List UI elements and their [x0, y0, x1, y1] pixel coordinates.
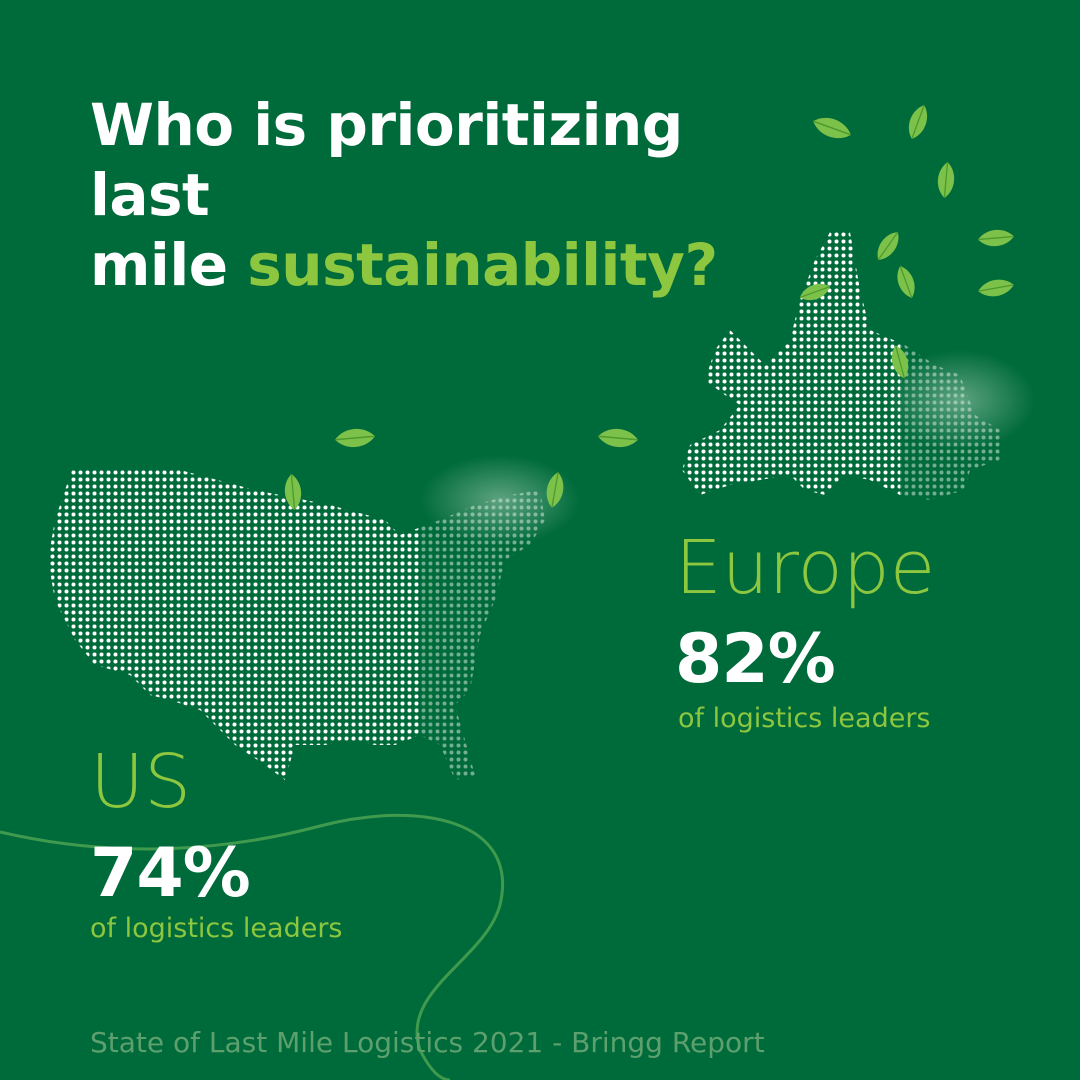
leaf-icon	[333, 426, 377, 450]
leaf-icon	[871, 227, 905, 265]
smoke-cloud	[420, 455, 580, 545]
europe-caption: of logistics leaders	[678, 703, 931, 734]
leaf-icon	[892, 262, 920, 302]
leaf-icon	[596, 426, 640, 450]
us-caption: of logistics leaders	[90, 913, 343, 944]
decorative-curve	[0, 813, 504, 1080]
leaf-icon	[976, 227, 1016, 249]
title-line-2: mile sustainability?	[90, 230, 810, 300]
title-prefix: mile	[90, 231, 228, 299]
us-percent: 74%	[90, 834, 251, 913]
leaf-icon	[935, 160, 957, 200]
leaf-icon	[976, 276, 1016, 300]
europe-percent: 82%	[675, 620, 836, 699]
title-line-1: Who is prioritizing last	[90, 91, 683, 229]
leaf-icon	[809, 111, 855, 145]
title-accent: sustainability?	[247, 231, 718, 299]
source-footer: State of Last Mile Logistics 2021 - Brin…	[90, 1026, 765, 1059]
europe-label: Europe	[675, 525, 936, 611]
us-label: US	[90, 739, 192, 825]
leaf-icon	[903, 101, 933, 143]
page-title: Who is prioritizing last mile sustainabi…	[90, 90, 810, 300]
smoke-cloud	[885, 350, 1035, 450]
